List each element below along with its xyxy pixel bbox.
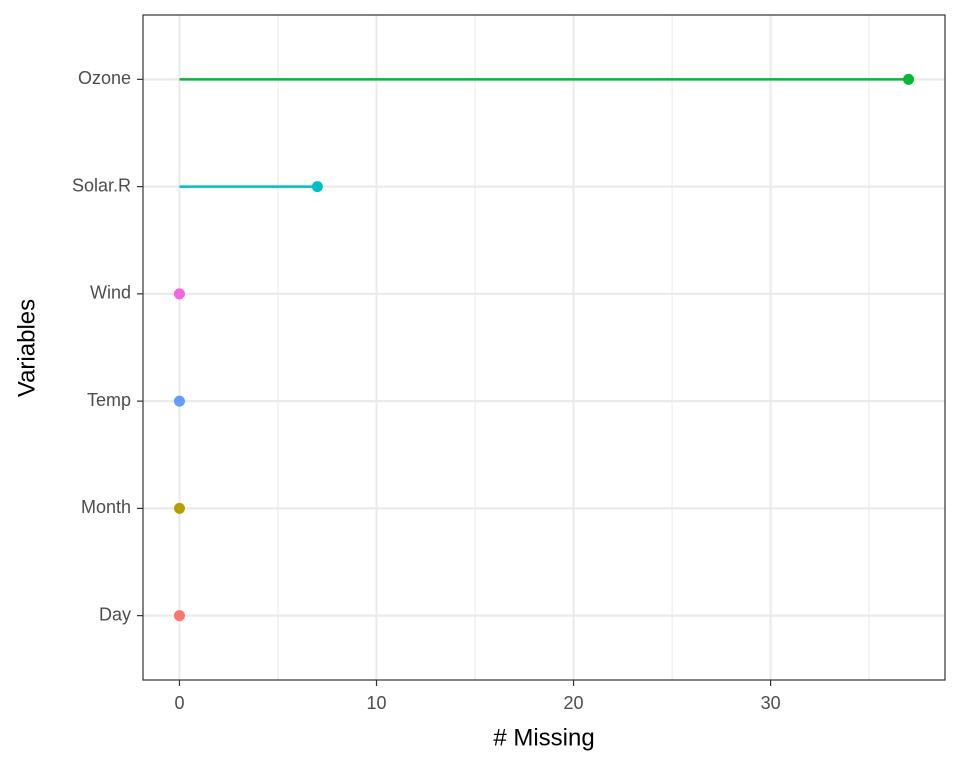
y-axis-title: Variables — [13, 299, 40, 397]
y-tick-label: Ozone — [78, 68, 131, 88]
y-tick-label: Day — [99, 604, 131, 624]
x-tick-label: 0 — [174, 693, 184, 713]
x-tick-label: 20 — [564, 693, 584, 713]
x-tick-label: 10 — [366, 693, 386, 713]
panel-border — [142, 14, 946, 681]
y-tick-label: Month — [81, 497, 131, 517]
lollipop-dot — [903, 73, 915, 85]
x-axis-title: # Missing — [493, 724, 594, 751]
y-tick-label: Solar.R — [72, 175, 131, 195]
panel — [143, 15, 945, 680]
marks — [173, 73, 915, 622]
y-tick-label: Wind — [90, 283, 131, 303]
x-tick-label: 30 — [761, 693, 781, 713]
y-tick-label: Temp — [87, 390, 131, 410]
lollipop-dot — [173, 502, 185, 514]
lollipop-dot — [173, 610, 185, 622]
lollipop-dot — [173, 395, 185, 407]
lollipop-dot — [173, 288, 185, 300]
lollipop-dot — [311, 181, 323, 193]
